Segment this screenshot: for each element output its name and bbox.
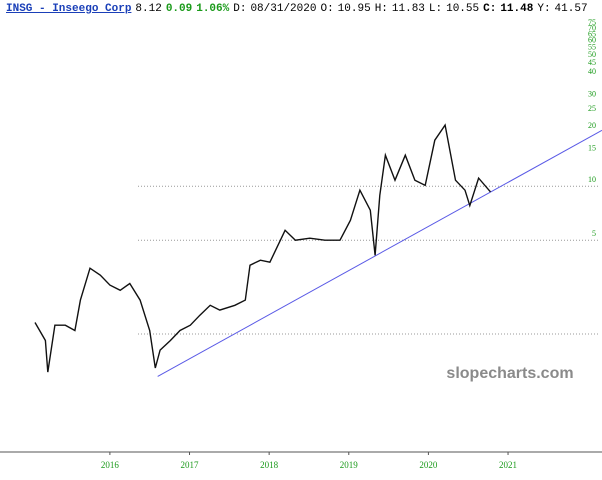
quote-label: D: <box>233 3 247 15</box>
quote-value: 10.55 <box>446 3 480 15</box>
y-tick-label: 45 <box>588 58 596 67</box>
quote-header: INSG - Inseego Corp 8.12 0.09 1.06% D: 08/31/… <box>6 3 592 15</box>
quote-value: 8.12 <box>135 3 162 15</box>
y-tick-label: 50 <box>588 50 596 59</box>
watermark: slopecharts.com <box>446 365 573 382</box>
quote-label: O: <box>320 3 334 15</box>
quote-value: 11.83 <box>391 3 425 15</box>
change-pct: 1.06% <box>196 3 230 15</box>
y-tick-label: 10 <box>588 175 596 184</box>
price-line <box>34 123 492 373</box>
quote-value: 08/31/2020 <box>250 3 317 15</box>
x-tick-label: 2016 <box>101 460 120 470</box>
y-tick-label: 15 <box>588 144 596 153</box>
change: 0.09 <box>165 3 193 15</box>
x-tick-label: 2020 <box>419 460 438 470</box>
y-tick-label: 20 <box>588 121 596 130</box>
ticker: INSG - Inseego Corp <box>6 3 132 15</box>
y-tick-label: 65 <box>588 29 596 38</box>
quote-value: 41.57 <box>554 3 588 15</box>
x-tick-label: 2018 <box>260 460 279 470</box>
x-tick-label: 2017 <box>181 460 200 470</box>
y-tick-label: 75 <box>588 18 596 27</box>
y-tick-label: 40 <box>588 67 596 76</box>
x-tick-label: 2021 <box>499 460 517 470</box>
quote-label: C: <box>483 3 497 15</box>
y-tick-label: 70 <box>588 24 596 33</box>
trendline <box>157 129 602 377</box>
x-tick-label: 2019 <box>340 460 359 470</box>
quote-label: L: <box>428 3 443 15</box>
y-tick-label: 5 <box>592 229 596 238</box>
y-tick-label: 55 <box>588 42 596 51</box>
y-tick-label: 60 <box>588 36 596 45</box>
quote-label: H: <box>374 3 388 15</box>
quote-value: 10.95 <box>337 3 371 15</box>
quote-value: 11.48 <box>500 3 534 15</box>
quote-label: Y: <box>537 3 551 15</box>
y-tick-label: 25 <box>588 104 596 113</box>
y-tick-label: 30 <box>588 90 596 99</box>
